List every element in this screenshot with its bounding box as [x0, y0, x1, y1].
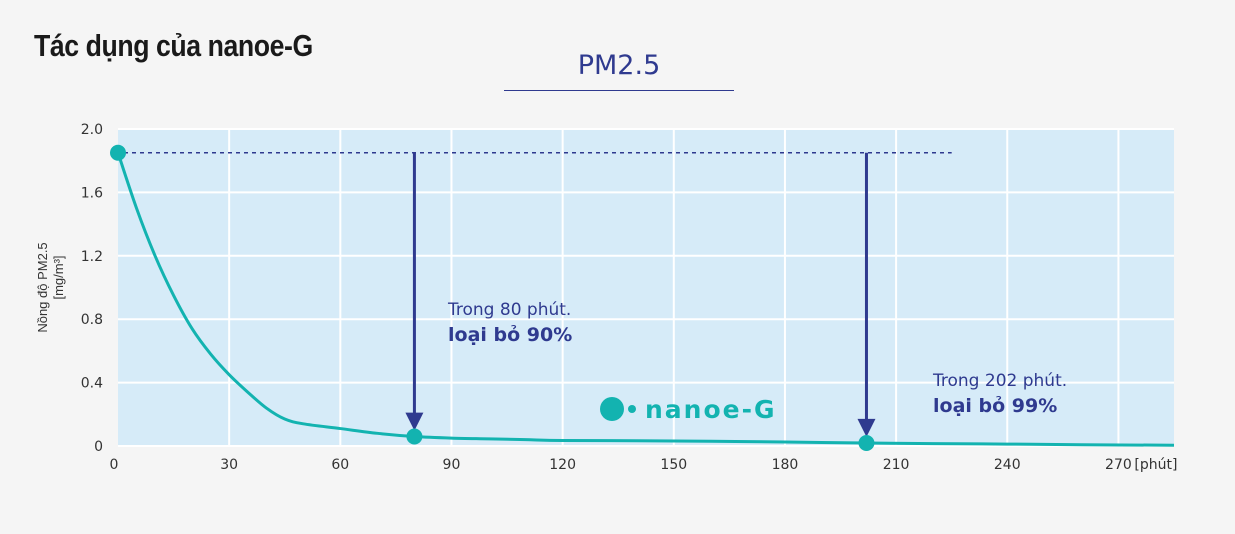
logo-dot-icon	[600, 397, 624, 421]
arrow-head	[405, 412, 424, 431]
x-tick-label: 30	[220, 457, 238, 473]
logo-small-dot-icon	[628, 405, 636, 413]
chart-title: PM2.5	[577, 50, 661, 81]
data-point	[110, 144, 126, 161]
plot-area	[118, 129, 1174, 446]
y-tick-label: 1.2	[81, 249, 103, 265]
markers	[110, 144, 875, 451]
y-tick-label: 1.6	[81, 185, 103, 201]
brand-label: nanoe-G	[645, 395, 777, 424]
x-tick-label: 150	[660, 457, 687, 473]
x-tick-label: 120	[549, 457, 576, 473]
annotation-line1: Trong 80 phút.	[447, 300, 571, 320]
y-axis: 0 0.4 0.8 1.2 1.6 2.0	[81, 122, 103, 455]
x-tick-label: 90	[443, 457, 461, 473]
x-axis-unit: [phút]	[1134, 457, 1177, 473]
x-tick-label: 210	[883, 457, 910, 473]
x-tick-label: 180	[772, 457, 799, 473]
x-tick-label: 270	[1105, 457, 1132, 473]
nanoe-g-logo: nanoe-G	[600, 395, 777, 424]
annotation-line2: loại bỏ 99%	[933, 395, 1057, 417]
arrows	[405, 152, 876, 437]
x-tick-label: 0	[110, 457, 119, 473]
title-underline	[504, 90, 734, 91]
annotation-line2: loại bỏ 90%	[448, 324, 572, 346]
y-axis-label: Nồng độ PM2.5	[35, 242, 50, 332]
y-axis-unit: [mg/m³]	[51, 255, 66, 299]
y-tick-label: 2.0	[81, 122, 103, 138]
annotation-line1: Trong 202 phút.	[932, 371, 1067, 391]
page-title: Tác dụng của nanoe-G	[34, 28, 313, 63]
data-point	[406, 428, 423, 445]
x-tick-label: 240	[994, 457, 1021, 473]
y-tick-label: 0.4	[81, 376, 103, 392]
x-tick-label: 60	[331, 457, 349, 473]
y-axis-title: Nồng độ PM2.5 [mg/m³]	[35, 242, 66, 332]
grid	[118, 128, 1174, 447]
arrow-head	[857, 418, 876, 437]
data-point	[858, 434, 875, 451]
y-tick-label: 0	[94, 439, 103, 455]
y-tick-label: 0.8	[81, 312, 103, 328]
x-axis: 0 30 60 90 120 150 180 210 240 270	[110, 457, 1132, 473]
annotations: Trong 80 phút. loại bỏ 90% Trong 202 phút.…	[447, 300, 1067, 417]
